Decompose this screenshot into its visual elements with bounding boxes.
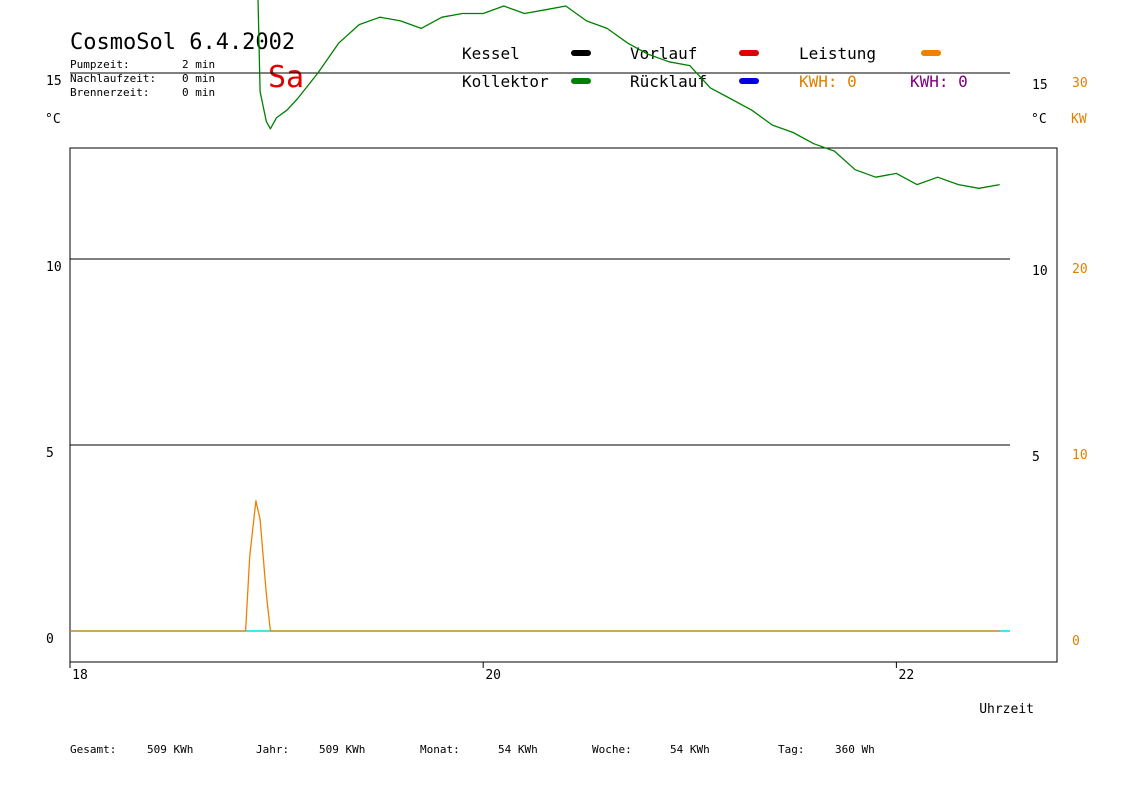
legend-vorlauf-swatch bbox=[739, 50, 759, 56]
footer-monat-label: Monat: bbox=[420, 743, 460, 756]
y2-tick: 20 bbox=[1072, 262, 1088, 277]
y-tick-right: 15 bbox=[1032, 78, 1048, 93]
info-nachlaufzeit: Nachlaufzeit: 0 min bbox=[70, 72, 215, 85]
y2-tick: 30 bbox=[1072, 76, 1088, 91]
footer-tag-value: 360 Wh bbox=[835, 743, 875, 756]
series-line-leistung bbox=[70, 500, 1000, 632]
y-tick-right: 5 bbox=[1032, 450, 1040, 465]
y-tick-left: 10 bbox=[46, 260, 62, 275]
page-title: CosmoSol 6.4.2002 bbox=[70, 30, 296, 55]
footer-jahr-value: 509 KWh bbox=[319, 743, 366, 756]
y-axis-unit-right: °C bbox=[1031, 112, 1047, 127]
x-tick-label: 20 bbox=[485, 668, 501, 683]
info-value: 0 min bbox=[182, 86, 216, 99]
y-tick-left: 15 bbox=[46, 74, 62, 89]
x-tick-label: 18 bbox=[72, 668, 88, 683]
legend-kollektor-swatch bbox=[571, 78, 591, 84]
legend-kwh-1: KWH: 0 bbox=[799, 72, 857, 91]
footer-jahr-label: Jahr: bbox=[256, 743, 290, 756]
y-tick-left: 0 bbox=[46, 632, 54, 647]
x-axis-label: Uhrzeit bbox=[979, 702, 1034, 717]
footer-gesamt-value: 509 KWh bbox=[147, 743, 194, 756]
info-brennerzeit: Brennerzeit: 0 min bbox=[70, 86, 215, 99]
footer-tag-label: Tag: bbox=[778, 743, 805, 756]
info-value: 2 min bbox=[182, 58, 216, 71]
x-tick-label: 22 bbox=[899, 668, 915, 683]
legend-kessel: Kessel bbox=[462, 44, 520, 63]
legend-leistung: Leistung bbox=[799, 44, 877, 63]
footer-monat-value: 54 KWh bbox=[498, 743, 538, 756]
info-pumpzeit: Pumpzeit: 2 min bbox=[70, 58, 215, 71]
info-label: Nachlaufzeit: bbox=[70, 72, 157, 85]
footer-gesamt-label: Gesamt: bbox=[70, 743, 117, 756]
y-tick-left: 5 bbox=[46, 446, 54, 461]
legend-kessel-swatch bbox=[571, 50, 591, 56]
legend-ruecklauf-swatch bbox=[739, 78, 759, 84]
y-tick-right: 10 bbox=[1032, 264, 1048, 279]
y2-axis-unit: KW bbox=[1071, 112, 1087, 127]
info-label: Pumpzeit: bbox=[70, 58, 130, 71]
weekday-label: Sa bbox=[268, 60, 305, 95]
plot-frame bbox=[69, 147, 1058, 663]
footer-woche-value: 54 KWh bbox=[670, 743, 710, 756]
footer-woche-label: Woche: bbox=[592, 743, 632, 756]
legend-kwh-2: KWH: 0 bbox=[910, 72, 968, 91]
y-axis-unit-left: °C bbox=[45, 112, 61, 127]
legend-ruecklauf: Rücklauf bbox=[630, 72, 708, 91]
legend-kollektor: Kollektor bbox=[462, 72, 549, 91]
legend-leistung-swatch bbox=[921, 50, 941, 56]
y2-tick: 10 bbox=[1072, 448, 1088, 463]
y2-tick: 0 bbox=[1072, 634, 1080, 649]
info-label: Brennerzeit: bbox=[70, 86, 150, 99]
legend-vorlauf: Vorlauf bbox=[630, 44, 698, 63]
series-line-kollektor bbox=[257, 0, 1000, 189]
info-value: 0 min bbox=[182, 72, 216, 85]
